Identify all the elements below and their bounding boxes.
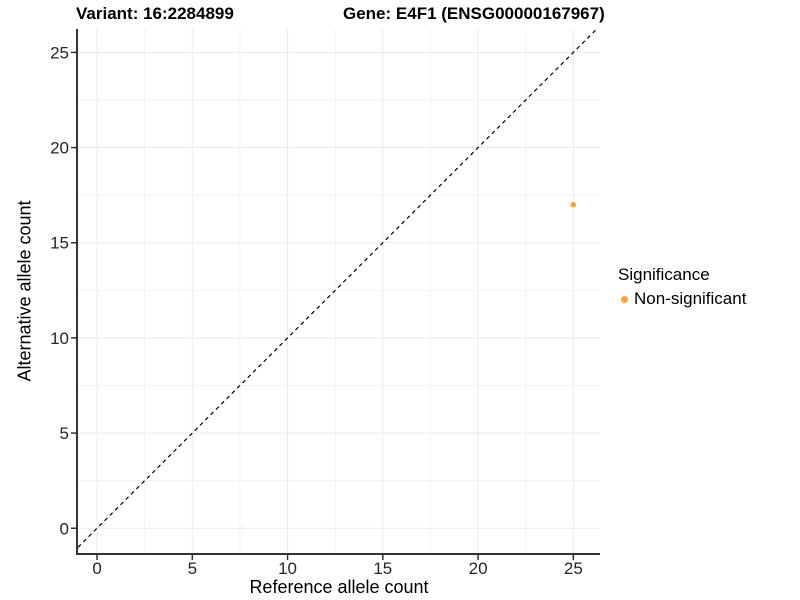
legend-title: Significance <box>618 265 710 284</box>
x-tick-label: 0 <box>92 559 101 578</box>
legend-point-icon <box>620 295 628 303</box>
data-point <box>570 201 577 208</box>
x-tick-label: 15 <box>373 559 392 578</box>
y-tick-label: 5 <box>60 424 69 443</box>
y-tick-label: 20 <box>50 139 69 158</box>
y-tick-label: 15 <box>50 234 69 253</box>
variant-title: Variant: 16:2284899 <box>76 4 234 23</box>
x-tick-label: 25 <box>564 559 583 578</box>
y-tick-label: 0 <box>60 519 69 538</box>
x-axis-title: Reference allele count <box>249 577 429 597</box>
x-tick-label: 10 <box>278 559 297 578</box>
gene-title: Gene: E4F1 (ENSG00000167967) <box>343 4 605 23</box>
identity-reference-line <box>77 28 598 548</box>
legend: Significance Non-significant <box>617 265 746 309</box>
y-axis-title: Alternative allele count <box>14 200 35 382</box>
x-tick-label: 20 <box>469 559 488 578</box>
y-tick-label: 10 <box>50 329 69 348</box>
legend-item-non-significant: Non-significant <box>617 289 746 309</box>
legend-item-label: Non-significant <box>634 289 747 308</box>
y-tick-label: 25 <box>50 43 69 62</box>
legend-key <box>617 292 631 306</box>
x-tick-label: 5 <box>188 559 197 578</box>
